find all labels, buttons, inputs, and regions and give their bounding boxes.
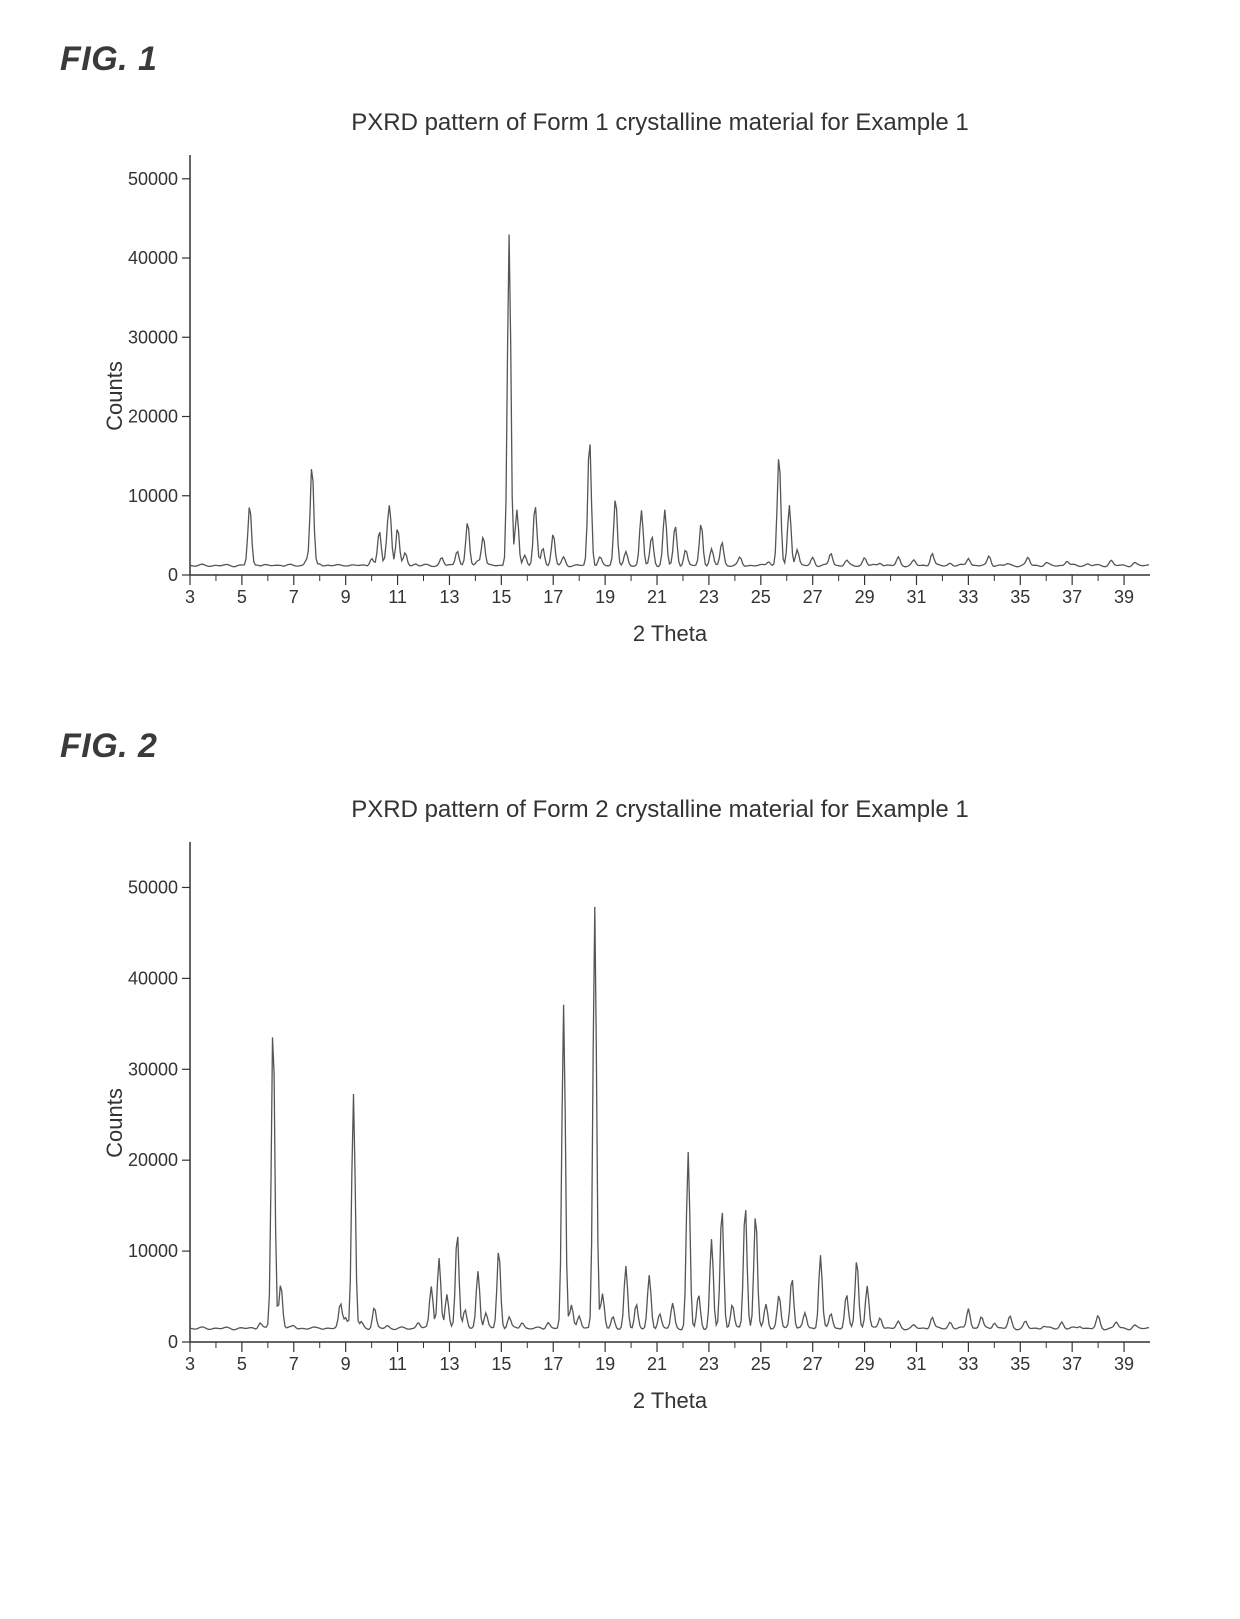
svg-text:3: 3	[185, 1354, 195, 1374]
svg-text:25: 25	[751, 1354, 771, 1374]
y-axis-label: Counts	[102, 1088, 128, 1158]
spectrum-line	[190, 907, 1149, 1330]
svg-text:19: 19	[595, 1354, 615, 1374]
svg-text:29: 29	[855, 1354, 875, 1374]
figure-label: FIG. 1	[60, 40, 1180, 79]
svg-text:21: 21	[647, 587, 667, 607]
svg-text:39: 39	[1114, 1354, 1134, 1374]
svg-text:37: 37	[1062, 1354, 1082, 1374]
svg-text:27: 27	[803, 587, 823, 607]
svg-text:50000: 50000	[128, 877, 178, 897]
svg-text:13: 13	[439, 587, 459, 607]
svg-text:37: 37	[1062, 587, 1082, 607]
pxrd-chart: 0100002000030000400005000035791113151719…	[100, 832, 1160, 1382]
svg-text:33: 33	[958, 587, 978, 607]
svg-text:20000: 20000	[128, 1150, 178, 1170]
chart-area: Counts0100002000030000400005000035791113…	[100, 145, 1180, 647]
svg-text:11: 11	[388, 1354, 407, 1374]
figure-label: FIG. 2	[60, 727, 1180, 766]
svg-text:9: 9	[341, 587, 351, 607]
svg-text:30000: 30000	[128, 327, 178, 347]
svg-text:20000: 20000	[128, 407, 178, 427]
svg-text:5: 5	[237, 1354, 247, 1374]
svg-text:15: 15	[491, 587, 511, 607]
svg-text:39: 39	[1114, 587, 1134, 607]
spectrum-line	[190, 235, 1149, 567]
svg-text:17: 17	[543, 1354, 563, 1374]
svg-text:9: 9	[341, 1354, 351, 1374]
svg-text:50000: 50000	[128, 169, 178, 189]
chart-area: Counts0100002000030000400005000035791113…	[100, 832, 1180, 1414]
svg-text:10000: 10000	[128, 1241, 178, 1261]
figure-block: FIG. 1 PXRD pattern of Form 1 crystalline…	[60, 40, 1180, 647]
svg-text:11: 11	[388, 587, 407, 607]
svg-text:23: 23	[699, 587, 719, 607]
figure-block: FIG. 2 PXRD pattern of Form 2 crystalline…	[60, 727, 1180, 1414]
svg-text:35: 35	[1010, 587, 1030, 607]
svg-text:17: 17	[543, 587, 563, 607]
svg-text:23: 23	[699, 1354, 719, 1374]
svg-text:40000: 40000	[128, 248, 178, 268]
svg-text:15: 15	[491, 1354, 511, 1374]
x-axis-label: 2 Theta	[160, 1388, 1180, 1414]
svg-text:35: 35	[1010, 1354, 1030, 1374]
svg-text:7: 7	[289, 1354, 299, 1374]
svg-text:3: 3	[185, 587, 195, 607]
svg-text:30000: 30000	[128, 1059, 178, 1079]
svg-text:29: 29	[855, 587, 875, 607]
chart-title: PXRD pattern of Form 1 crystalline mater…	[140, 109, 1180, 137]
svg-text:19: 19	[595, 587, 615, 607]
svg-text:21: 21	[647, 1354, 667, 1374]
x-axis-label: 2 Theta	[160, 621, 1180, 647]
svg-text:25: 25	[751, 587, 771, 607]
chart-title: PXRD pattern of Form 2 crystalline mater…	[140, 796, 1180, 824]
y-axis-label: Counts	[102, 361, 128, 431]
svg-text:7: 7	[289, 587, 299, 607]
svg-text:31: 31	[906, 1354, 926, 1374]
svg-text:10000: 10000	[128, 486, 178, 506]
svg-text:27: 27	[803, 1354, 823, 1374]
svg-text:31: 31	[906, 587, 926, 607]
svg-text:0: 0	[168, 565, 178, 585]
svg-text:33: 33	[958, 1354, 978, 1374]
svg-text:13: 13	[439, 1354, 459, 1374]
svg-text:40000: 40000	[128, 968, 178, 988]
svg-text:5: 5	[237, 587, 247, 607]
svg-text:0: 0	[168, 1332, 178, 1352]
pxrd-chart: 0100002000030000400005000035791113151719…	[100, 145, 1160, 615]
